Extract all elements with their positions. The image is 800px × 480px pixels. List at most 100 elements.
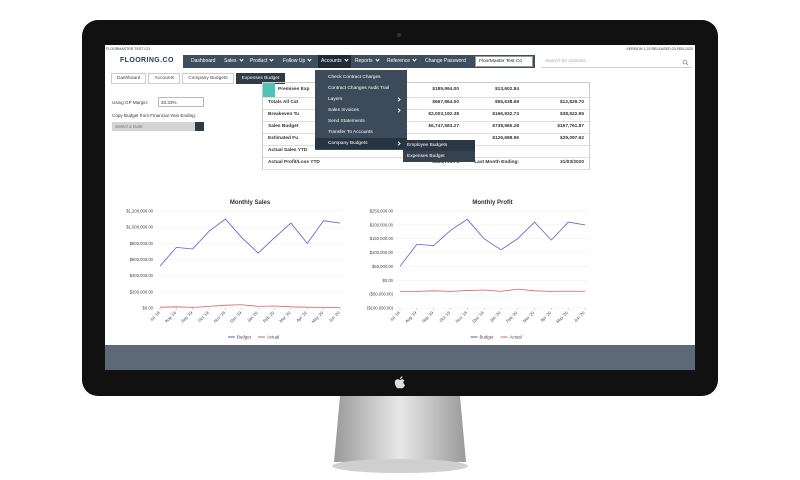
chart: Monthly Sales $0.00 $200,000.00 $400,000.00… [126,200,344,340]
x-tick-label: Mar '20 [522,310,536,324]
table-cell: $738,965.28 [492,124,519,129]
line [159,304,341,308]
chart: Monthly Profit ($100,000.00) ($50,000.00) $… [367,200,589,340]
table-cell: $6,747,583.27 [428,124,459,129]
table-cell: Estimated Fu [268,136,299,141]
x-tick-label: Apr '20 [295,310,308,323]
x-tick-label: May '20 [555,310,569,324]
chart-title: Monthly Profit [472,200,512,206]
table-cell: -$465,795.75 [430,160,459,165]
nav-item[interactable]: Accounts [318,55,351,68]
row-divider [263,169,591,170]
table-cell: $12,829.70 [559,100,584,105]
y-tick-label: ($50,000.00) [369,292,393,297]
table-cell: Actual Sales YTD [268,148,308,153]
x-tick-label: Feb '20 [262,310,276,324]
monitor-stand [332,396,468,473]
y-tick-label: ($100,000.00) [367,306,394,311]
x-tick-label: Apr '20 [539,310,552,323]
company-budgets-submenu: Employee Budgets Expenses Budget [403,140,475,162]
table-cell: Actual Profit/Loss YTD [268,160,320,165]
accounts-menu: Check Contract Charges Contract Changes A… [315,70,407,150]
table-cell: Totals All Cat [268,100,299,105]
breadcrumb[interactable]: Expenses Budget [235,73,286,84]
menu-item[interactable]: Transfer To Accounts [328,130,373,135]
x-tick-label: May '20 [311,310,325,324]
camera [397,33,401,37]
x-tick-label: Feb '20 [505,310,519,324]
table-cell: $55,638.68 [494,100,519,105]
table-cell: Premises Exp [278,87,310,92]
nav-item[interactable]: Product [247,55,276,68]
nav-item[interactable]: Dashboard [191,58,216,64]
table-cell: $38,522.95 [559,112,584,117]
nav-item[interactable]: Change Password [425,58,466,64]
y-tick-label: $250,000.00 [370,209,394,214]
screen: FLOORMASTER TEST CO VERSION 1.23 RELEASE… [105,45,695,370]
company-select[interactable]: FloorMaster Test Co [475,56,533,67]
x-tick-label: Nov '19 [213,310,227,324]
menu-item[interactable]: Send Statements [328,119,365,124]
menu-item[interactable]: Contract Changes Audit Trail [328,86,390,91]
x-tick-label: Dec '19 [471,310,485,324]
gp-label: Using GP Margin: [112,100,149,105]
table-cell: $166,932.73 [492,112,519,117]
submenu-item[interactable]: Expenses Budget [403,151,475,162]
x-tick-label: Jan '20 [489,310,502,323]
y-tick-label: $150,000.00 [370,236,394,241]
table-cell: Sales Budget [268,124,299,129]
y-tick-label: $200,000.00 [370,222,394,227]
x-tick-label: Aug '19 [164,310,178,324]
gp-input[interactable]: 33.33% [158,97,204,107]
nav-item[interactable]: Follow Up [280,55,314,68]
breadcrumb[interactable]: Company Budgets [182,73,234,84]
chart-title: Monthly Sales [230,200,271,206]
x-tick-label: Sep '19 [421,310,435,324]
breadcrumb[interactable]: Dashboard [111,73,147,84]
nav-item[interactable]: Reference [384,55,419,68]
nav-item[interactable]: Sales [221,55,246,68]
x-tick-label: Oct '19 [438,310,451,323]
menu-item[interactable]: Layers [315,94,407,105]
x-tick-label: Aug '19 [404,310,418,324]
y-tick-label: $400,000.00 [130,273,154,278]
collapse-button[interactable] [263,83,275,97]
row-divider [263,97,591,98]
search-icon[interactable] [682,59,689,66]
nav-bar: Dashboard Sales Product Follow Up Accounts Re… [183,55,535,68]
search-box[interactable]: Search for contract [542,56,692,68]
row-divider [263,133,591,134]
y-tick-label: $800,000.00 [130,241,154,246]
logo[interactable]: FLOORING.CO [120,57,174,64]
table-cell: $2,003,192.38 [428,112,459,117]
x-tick-label: Sep '19 [180,310,194,324]
x-tick-label: Oct '19 [197,310,210,323]
y-tick-label: $100,000.00 [370,250,394,255]
x-tick-label: Jul '19 [389,310,401,322]
y-tick-label: $600,000.00 [130,257,154,262]
breadcrumbs: Dashboard Accounts Company Budgets Expenses… [111,73,287,84]
y-tick-label: $50,000.00 [372,264,394,269]
copy-label: Copy Budget from Financial Year Ending: [112,113,197,118]
breadcrumb[interactable]: Accounts [148,73,181,84]
submenu-item[interactable]: Employee Budgets [407,143,448,148]
date-select-button[interactable] [195,122,204,131]
y-tick-label: $200,000.00 [130,289,154,294]
footer [105,345,695,370]
table-cell: Breakeven Tu [268,112,300,117]
menu-item[interactable]: Company Budgets [315,138,407,149]
table-cell: Last Month Ending: [474,160,519,165]
table-cell: $667,864.00 [432,100,459,105]
version: VERSION 1.23 RELEASED 03-FEB-2020 [626,47,693,51]
line [159,218,341,267]
menu-item[interactable]: Sales Invoices [315,105,407,116]
apple-logo [394,376,405,389]
line [399,218,586,267]
row-divider [263,109,591,110]
date-select[interactable]: Select a Date [112,122,204,131]
row-divider [263,121,591,122]
menu-item[interactable]: Check Contract Charges [328,75,381,80]
line [400,288,586,292]
nav-item[interactable]: Reports [352,55,382,68]
